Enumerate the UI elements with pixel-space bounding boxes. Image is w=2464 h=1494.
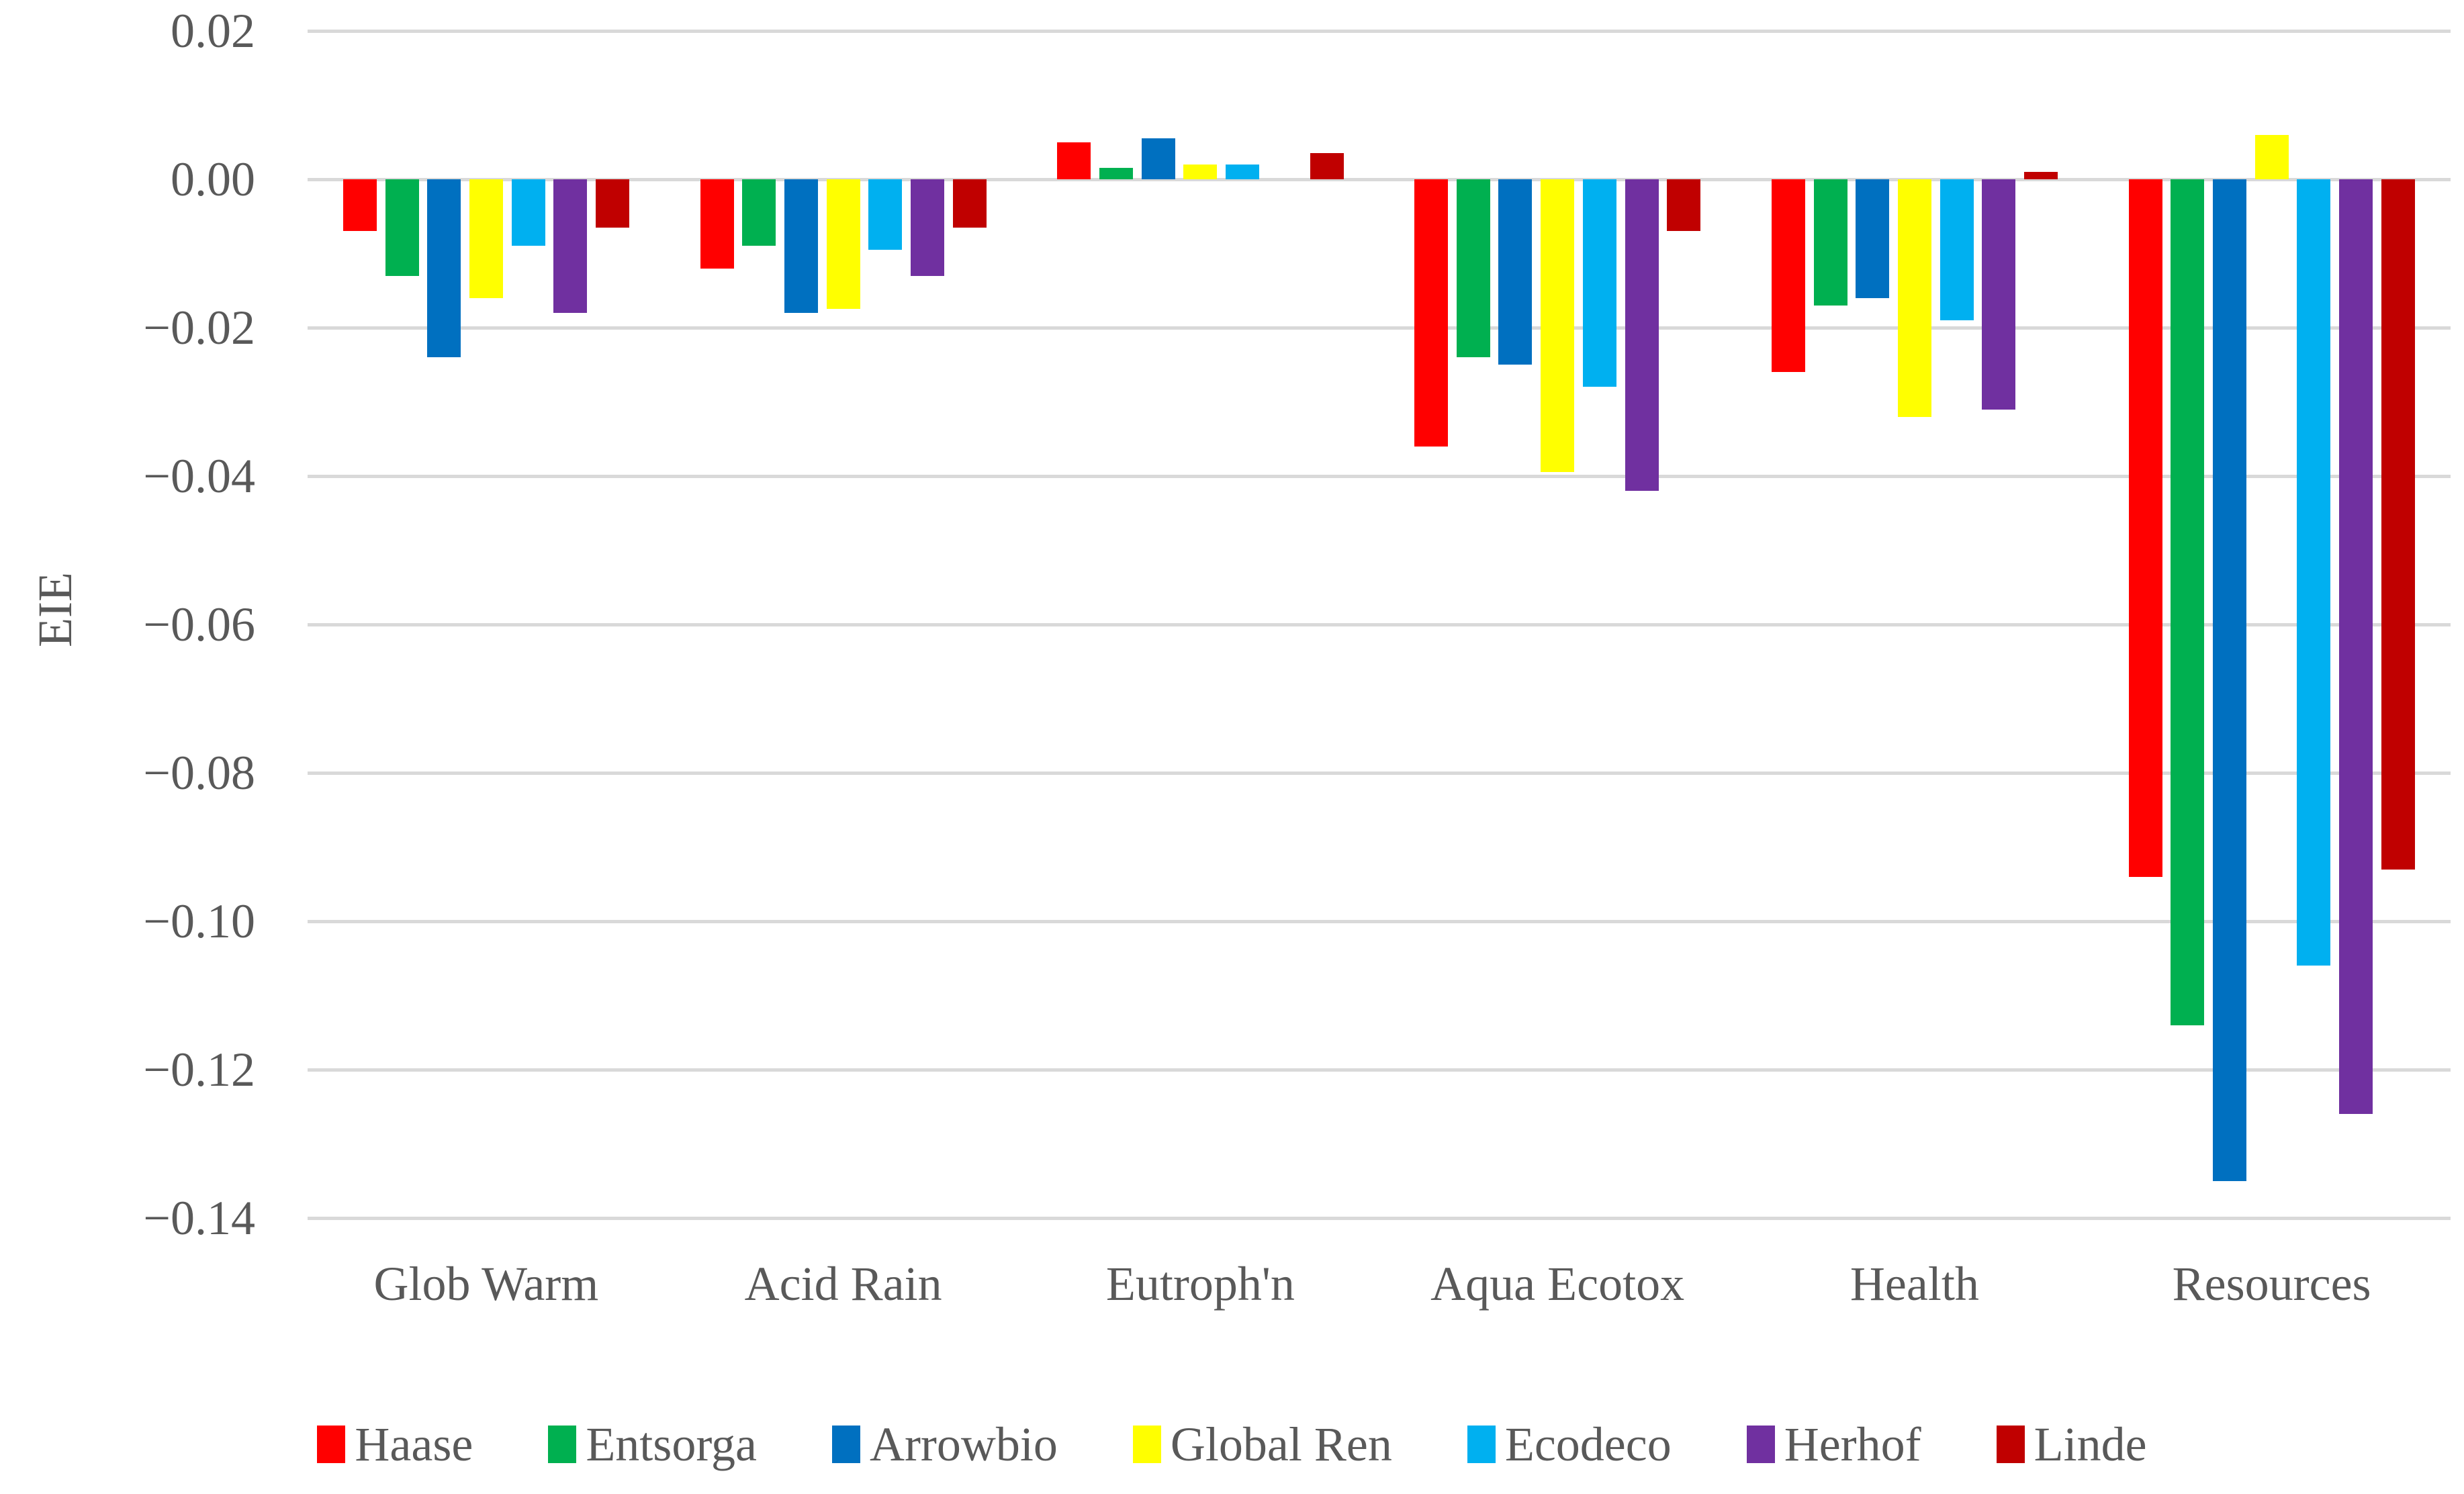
bar-herhof-aqua-ecotox xyxy=(1625,179,1659,492)
bar-arrowbio-glob-warm xyxy=(427,179,461,358)
legend: Haase Entsorga Arrowbio Global Ren Ecodeco He… xyxy=(0,1414,2464,1475)
bar-herhof-acid-rain xyxy=(911,179,945,276)
legend-item-linde: Linde xyxy=(1996,1417,2147,1471)
bar-global-ren-resources xyxy=(2254,134,2289,179)
x-axis-label: Acid Rain xyxy=(744,1257,942,1311)
legend-marker-icon xyxy=(1996,1426,2025,1463)
legend-marker-icon xyxy=(1467,1426,1496,1463)
legend-marker-icon xyxy=(831,1426,860,1463)
bar-global-ren-acid-rain xyxy=(826,179,860,310)
bar-haase-acid-rain xyxy=(700,179,734,269)
legend-label: Linde xyxy=(2034,1417,2147,1471)
gridline xyxy=(308,622,2451,626)
bar-linde-aqua-ecotox xyxy=(1667,179,1701,232)
bar-herhof-resources xyxy=(2339,179,2373,1115)
legend-marker-icon xyxy=(1132,1426,1161,1463)
bar-ecodeco-acid-rain xyxy=(868,179,903,250)
bar-linde-eutroph-n xyxy=(1310,153,1344,179)
gridline xyxy=(308,771,2451,775)
bar-global-ren-aqua-ecotox xyxy=(1541,179,1575,473)
bar-arrowbio-health xyxy=(1856,179,1890,298)
bar-entsorga-glob-warm xyxy=(385,179,419,276)
legend-item-arrowbio: Arrowbio xyxy=(831,1417,1058,1471)
bar-global-ren-eutroph-n xyxy=(1183,164,1218,179)
bar-arrowbio-resources xyxy=(2212,179,2246,1181)
bar-global-ren-glob-warm xyxy=(469,179,503,298)
y-tick-label: 0.02 xyxy=(171,4,255,58)
y-tick-label: −0.06 xyxy=(143,598,255,651)
bar-haase-health xyxy=(1771,179,1805,373)
legend-marker-icon xyxy=(317,1426,346,1463)
bar-haase-resources xyxy=(2128,179,2162,877)
y-tick-label: −0.08 xyxy=(143,746,255,800)
x-axis-label: Eutroph'n xyxy=(1105,1257,1295,1311)
bar-herhof-health xyxy=(1982,179,2016,410)
bar-arrowbio-eutroph-n xyxy=(1141,138,1175,179)
legend-item-global-ren: Global Ren xyxy=(1132,1417,1392,1471)
bar-arrowbio-acid-rain xyxy=(784,179,818,313)
legend-label: Herhof xyxy=(1784,1417,1921,1471)
bar-ecodeco-health xyxy=(1940,179,1974,320)
gridline xyxy=(308,919,2451,923)
bar-global-ren-health xyxy=(1897,179,1931,417)
legend-label: Arrowbio xyxy=(869,1417,1058,1471)
gridline xyxy=(308,1068,2451,1072)
bar-ecodeco-eutroph-n xyxy=(1226,164,1260,179)
legend-label: Ecodeco xyxy=(1504,1417,1672,1471)
legend-item-ecodeco: Ecodeco xyxy=(1467,1417,1672,1471)
bar-haase-glob-warm xyxy=(343,179,377,232)
bar-ecodeco-aqua-ecotox xyxy=(1582,179,1616,387)
bar-ecodeco-resources xyxy=(2297,179,2331,966)
gridline xyxy=(308,326,2451,330)
legend-label: Haase xyxy=(355,1417,473,1471)
legend-marker-icon xyxy=(1746,1426,1775,1463)
bar-haase-eutroph-n xyxy=(1057,142,1091,179)
bar-linde-glob-warm xyxy=(596,179,629,228)
legend-label: Global Ren xyxy=(1170,1417,1392,1471)
bar-haase-aqua-ecotox xyxy=(1414,179,1449,447)
gridline xyxy=(308,474,2451,478)
bar-entsorga-resources xyxy=(2171,179,2205,1025)
y-tick-label: −0.02 xyxy=(143,301,255,355)
gridline xyxy=(308,1216,2451,1220)
y-tick-label: −0.14 xyxy=(143,1191,255,1245)
legend-item-haase: Haase xyxy=(317,1417,473,1471)
bar-entsorga-aqua-ecotox xyxy=(1456,179,1490,358)
legend-label: Entsorga xyxy=(586,1417,757,1471)
gridline xyxy=(308,177,2451,181)
y-tick-label: −0.10 xyxy=(143,894,255,948)
bar-linde-resources xyxy=(2381,179,2415,870)
y-tick-label: −0.12 xyxy=(143,1043,255,1096)
bar-arrowbio-aqua-ecotox xyxy=(1498,179,1533,365)
legend-item-herhof: Herhof xyxy=(1746,1417,1921,1471)
x-axis-label: Health xyxy=(1850,1257,1979,1311)
gridline xyxy=(308,29,2451,33)
legend-marker-icon xyxy=(548,1426,577,1463)
bar-entsorga-health xyxy=(1813,179,1847,306)
y-tick-label: −0.04 xyxy=(143,449,255,503)
bar-linde-health xyxy=(2024,171,2058,179)
x-axis-label: Glob Warm xyxy=(373,1257,599,1311)
y-tick-label: 0.00 xyxy=(171,152,255,206)
bar-entsorga-eutroph-n xyxy=(1099,168,1133,179)
legend-item-entsorga: Entsorga xyxy=(548,1417,757,1471)
bar-entsorga-acid-rain xyxy=(742,179,776,246)
bar-linde-acid-rain xyxy=(952,179,987,228)
bar-herhof-glob-warm xyxy=(553,179,588,313)
bar-ecodeco-glob-warm xyxy=(511,179,545,246)
x-axis-label: Resources xyxy=(2172,1257,2371,1311)
x-axis-label: Aqua Ecotox xyxy=(1430,1257,1685,1311)
